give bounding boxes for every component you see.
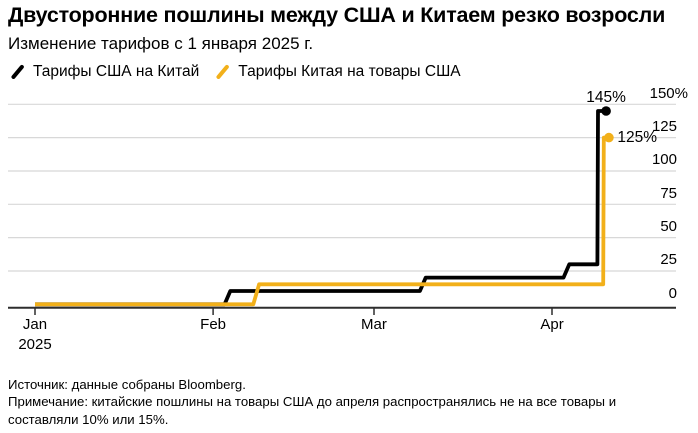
y-axis-label: 50 (660, 218, 677, 236)
chart-area: 0 25 50 75 100 125 150% Jan Feb Mar Apr 2025 145% 125… (0, 86, 698, 361)
us-series-line-swatch-icon (10, 64, 25, 80)
x-axis-month-label: Jan (22, 316, 48, 333)
y-axis-label: 25 (660, 251, 677, 269)
series-end-label: 145% (586, 89, 626, 107)
y-axis-label: 75 (660, 184, 677, 202)
x-axis-month-label: Mar (361, 316, 387, 333)
y-axis-label: 100 (651, 151, 677, 169)
series-end-label: 125% (617, 129, 658, 147)
legend: Тарифы США на Китай Тарифы Китая на това… (8, 62, 690, 82)
chart-title: Двусторонние пошлины между США и Китаем … (8, 3, 666, 27)
methodology-note: Примечание: китайские пошлины на товары … (8, 394, 617, 427)
x-axis-month-label: Apr (540, 316, 564, 333)
legend-item-china-tariffs: Тарифы Китая на товары США (213, 62, 461, 82)
source-note: Источник: данные собраны Bloomberg. (8, 377, 246, 392)
china-series-line-swatch-icon (215, 64, 230, 80)
series-end-dot-china (604, 132, 614, 143)
series-line-us (35, 109, 607, 307)
series-end-dot-us (601, 106, 611, 116)
y-axis-label: 0 (668, 284, 677, 302)
chart-canvas (8, 103, 676, 315)
legend-label-china: Тарифы Китая на товары США (238, 63, 461, 80)
y-axis-label: 150% (649, 84, 688, 102)
x-axis-month-label: Feb (200, 316, 227, 333)
chart-subtitle: Изменение тарифов с 1 января 2025 г. (8, 34, 314, 53)
legend-label-us: Тарифы США на Китай (33, 63, 200, 80)
x-axis-year-label: 2025 (18, 336, 52, 353)
legend-item-us-tariffs: Тарифы США на Китай (8, 62, 199, 82)
chart-header: Двусторонние пошлины между США и Китаем … (0, 0, 698, 54)
chart-footer: Источник: данные собраны Bloomberg. Прим… (8, 376, 690, 428)
y-axis-label: 125 (651, 118, 677, 136)
